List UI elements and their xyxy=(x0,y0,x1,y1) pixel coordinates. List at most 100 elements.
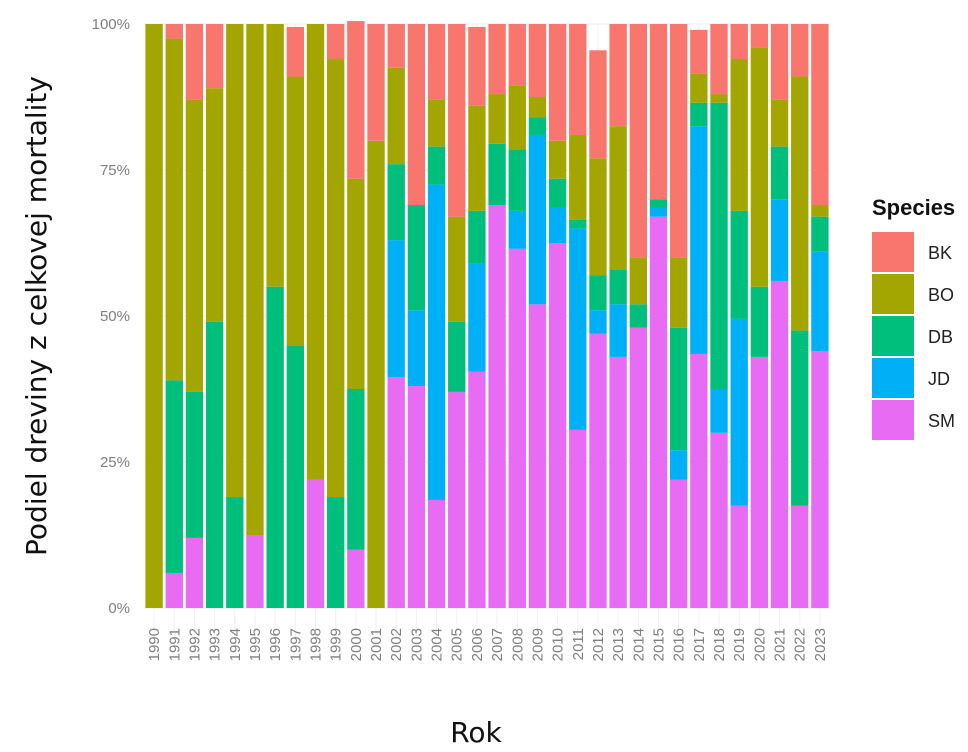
bar-segment-db-2013 xyxy=(609,269,627,305)
bar-segment-sm-2002 xyxy=(387,377,405,608)
x-tick-label: 2014 xyxy=(630,628,647,661)
bar-segment-bk-2005 xyxy=(448,24,466,217)
bar-segment-bo-2005 xyxy=(448,216,466,322)
bar-segment-db-2020 xyxy=(750,286,769,357)
bar-segment-sm-2023 xyxy=(811,351,829,608)
bar-segment-sm-2018 xyxy=(710,432,728,608)
x-tick-label: 2020 xyxy=(751,628,768,661)
bar-segment-sm-2000 xyxy=(347,549,365,608)
bar-segment-bk-2019 xyxy=(730,24,748,60)
bar-segment-sm-2014 xyxy=(629,327,647,608)
bar-segment-db-2022 xyxy=(791,330,809,506)
bar-segment-jd-2012 xyxy=(589,310,607,334)
bar-segment-bk-2012 xyxy=(589,50,607,159)
bar-segment-db-2009 xyxy=(528,117,547,135)
x-tick-label: 2011 xyxy=(570,628,587,660)
bar-segment-db-1994 xyxy=(226,497,244,608)
bar-segment-sm-2013 xyxy=(609,356,627,608)
x-tick-label: 2005 xyxy=(449,628,466,661)
bar-segment-jd-2023 xyxy=(811,251,829,352)
bar-segment-bk-2016 xyxy=(670,24,688,258)
bar-segment-bo-2012 xyxy=(589,158,607,276)
bar-segment-bo-1996 xyxy=(266,24,284,287)
bar-segment-bk-2004 xyxy=(427,24,446,100)
bar-segment-db-1992 xyxy=(185,391,204,538)
bar-segment-jd-2003 xyxy=(407,310,426,387)
bar-segment-bk-1993 xyxy=(205,24,224,89)
bar-segment-db-1993 xyxy=(205,321,224,608)
bar-segment-jd-2008 xyxy=(508,210,526,249)
bar-segment-bo-2008 xyxy=(508,85,526,150)
bar-segment-sm-2022 xyxy=(791,505,809,608)
bar-segment-bk-2003 xyxy=(407,24,426,206)
bar-segment-bk-2014 xyxy=(629,24,647,258)
legend-swatch-bo xyxy=(872,274,914,314)
bar-segment-bo-2013 xyxy=(609,126,627,270)
x-tick-label: 2018 xyxy=(711,628,728,661)
bar-segment-db-1997 xyxy=(286,345,304,608)
x-tick-label: 1990 xyxy=(146,628,163,661)
bar-segment-bo-2007 xyxy=(488,94,506,144)
y-tick-label: 0% xyxy=(108,600,130,617)
bar-segment-bk-2000 xyxy=(347,21,365,179)
x-tick-label: 2000 xyxy=(348,628,365,661)
bar-segment-bk-2009 xyxy=(528,24,547,97)
bar-segment-bk-1997 xyxy=(286,26,304,77)
bar-segment-sm-2019 xyxy=(730,505,748,608)
legend-swatch-jd xyxy=(872,358,914,398)
bar-segment-sm-1992 xyxy=(185,537,204,608)
bar-segment-jd-2015 xyxy=(649,207,668,217)
bar-segment-bo-1995 xyxy=(246,24,264,535)
bar-segment-bk-2023 xyxy=(811,24,829,206)
bar-segment-jd-2016 xyxy=(670,450,688,480)
bar-segment-db-2010 xyxy=(548,178,567,208)
bar-segment-sm-2006 xyxy=(468,371,486,608)
x-tick-label: 2008 xyxy=(509,628,526,661)
bar-segment-bk-2002 xyxy=(387,24,405,68)
bar-segment-sm-2004 xyxy=(427,499,446,608)
legend-label-bo: BO xyxy=(928,285,954,305)
x-axis-title: Rok xyxy=(450,716,502,749)
bar-segment-jd-2011 xyxy=(569,228,587,430)
bar-segment-db-2016 xyxy=(670,327,688,451)
bar-segment-bk-2021 xyxy=(770,24,789,100)
bar-segment-bo-1992 xyxy=(185,99,204,392)
bar-segment-db-1999 xyxy=(327,497,345,608)
x-tick-label: 2003 xyxy=(408,628,425,661)
bar-segment-sm-1998 xyxy=(306,479,325,608)
x-axis-ticks: 1990 1991 1992 1993 1994 1995 1996 1997 1998 1999… xyxy=(146,628,829,661)
legend-swatch-sm xyxy=(872,400,914,440)
bar-segment-jd-2019 xyxy=(730,318,748,506)
y-tick-label: 100% xyxy=(92,16,130,33)
legend-label-sm: SM xyxy=(928,411,955,431)
bar-segment-bo-1997 xyxy=(286,76,304,346)
bar-segment-db-2017 xyxy=(690,102,708,127)
x-tick-label: 2019 xyxy=(731,628,748,661)
bar-segment-jd-2006 xyxy=(468,263,486,372)
bar-segment-bo-2009 xyxy=(528,97,547,118)
legend-swatch-db xyxy=(872,316,914,356)
y-tick-label: 25% xyxy=(100,454,130,471)
bar-segment-jd-2004 xyxy=(427,184,446,500)
bar-segment-sm-1991 xyxy=(165,572,183,608)
bar-segment-bo-2001 xyxy=(367,140,385,609)
x-tick-label: 2001 xyxy=(368,628,385,661)
bar-segment-sm-2017 xyxy=(690,353,708,608)
bar-segment-bo-2023 xyxy=(811,205,829,217)
bar-segment-jd-2017 xyxy=(690,126,708,354)
y-tick-label: 50% xyxy=(100,308,130,325)
bar-segment-bo-1993 xyxy=(205,88,224,322)
bar-segment-bk-2022 xyxy=(791,24,809,77)
bar-segment-db-2006 xyxy=(468,210,486,264)
bar-segment-sm-2012 xyxy=(589,333,607,608)
x-tick-label: 2023 xyxy=(812,628,829,661)
x-tick-label: 2021 xyxy=(772,628,789,661)
bar-segment-db-2012 xyxy=(589,275,607,311)
bar-segment-bo-2014 xyxy=(629,257,647,305)
bar-segment-bo-2016 xyxy=(670,257,688,328)
bar-segment-bk-2006 xyxy=(468,26,486,106)
bar-segment-bo-2020 xyxy=(750,47,769,287)
legend-title: Species xyxy=(872,195,955,220)
bar-segment-bk-2020 xyxy=(750,24,769,48)
